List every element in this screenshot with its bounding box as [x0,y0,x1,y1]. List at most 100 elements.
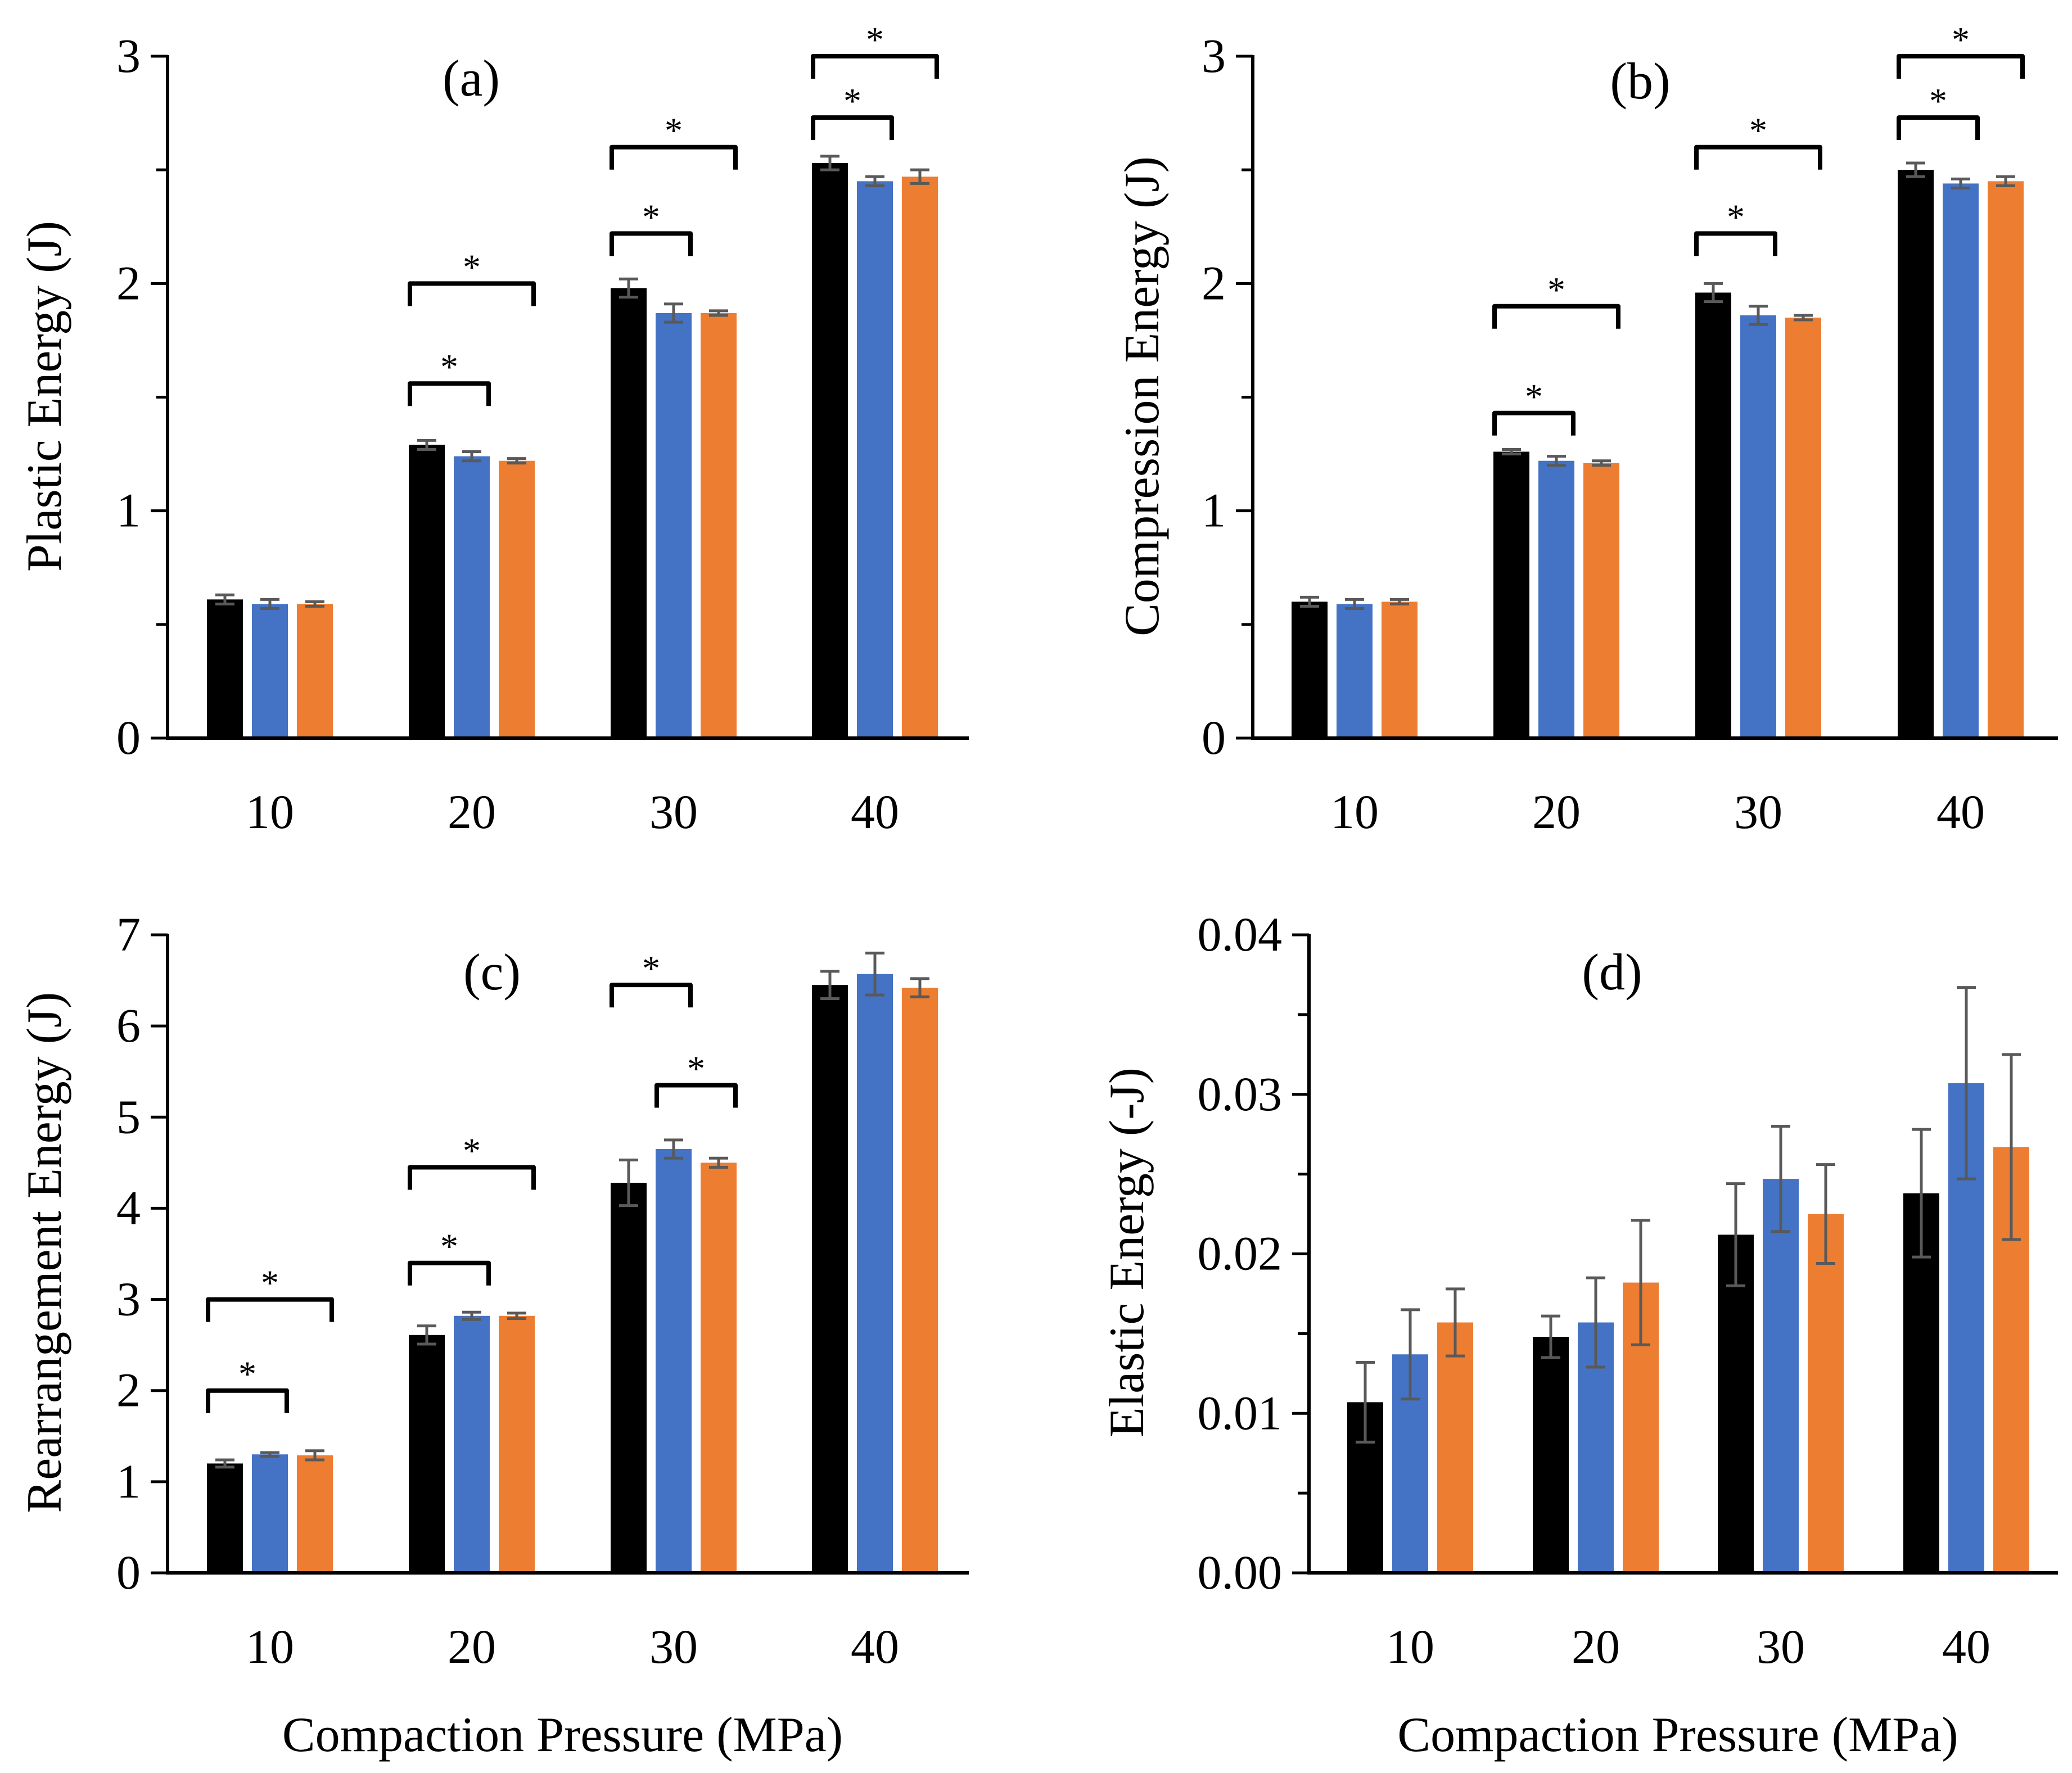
panel-a-label: (a) [443,49,500,107]
panel-b-significance-star: * [1929,81,1947,121]
panel-c-y-tick-label: 6 [116,998,141,1052]
panel-b-x-tick-label: 10 [1330,785,1379,839]
panel-b-significance-star: * [1749,111,1767,151]
panel-a-bar-s3-10 [297,604,333,738]
panel-a-significance-star: * [843,81,861,121]
panel-a-bar-s2-30 [656,313,692,738]
panel-c-significance-star: * [463,1130,481,1170]
panel-a-significance-star: * [866,20,884,60]
panel-c-bar-s1-30 [611,1183,647,1573]
panel-c-bar-s2-40 [857,974,893,1573]
panel-a-y-tick-label: 0 [116,711,141,765]
panel-b-x-tick-label: 30 [1734,785,1782,839]
panel-a-bar-s3-30 [701,313,737,738]
panel-b-y-tick-label: 3 [1202,29,1226,83]
panel-d-y-tick-label: 0.00 [1198,1545,1283,1599]
panel-c-bar-s2-30 [656,1149,692,1573]
panel-d-x-tick-label: 30 [1757,1620,1805,1674]
panel-b-bar-s2-20 [1538,460,1574,738]
panel-c-y-axis-title: Rearrangement Energy (J) [17,992,72,1513]
panel-a-bar-s3-40 [902,177,938,739]
panel-b-chart: 0 1 2 3 10 20 30 40 (b) Compression Energy (J) * * *… [1115,20,2058,839]
panel-c-x-tick-label: 10 [246,1620,294,1674]
panel-a-significance-star: * [440,347,458,387]
panel-b-label: (b) [1610,52,1670,110]
panel-b-significance-star: * [1525,377,1543,417]
panel-c-significance-star: * [238,1354,256,1394]
panel-a-bar-s3-20 [499,460,535,738]
panel-c-significance-bracket [206,1388,289,1413]
panel-a-significance-bracket [610,144,738,170]
panel-b-significance-bracket [1694,231,1777,256]
panel-d-label: (d) [1582,943,1642,1001]
panel-a-y-tick-label: 1 [116,483,141,537]
panel-b-y-tick-label: 2 [1202,256,1226,310]
panel-b-y-tick-label: 1 [1202,483,1226,537]
panel-a-significance-star: * [463,247,481,287]
panel-b-x-tick-label: 40 [1936,785,1985,839]
panel-a-x-tick-label: 40 [851,785,899,839]
panel-a-significance-bracket [811,115,894,141]
panel-d-bar-s1-30 [1718,1234,1754,1573]
panel-a-bar-s2-40 [857,181,893,739]
panel-d-x-axis-title: Compaction Pressure (MPa) [1397,1708,1958,1762]
panel-c-y-tick-label: 7 [116,907,141,961]
panel-a-x-tick-label: 30 [649,785,698,839]
panel-d-x-tick-label: 10 [1386,1620,1434,1674]
panel-b-significance-star: * [1547,270,1565,310]
panel-c-significance-bracket [408,1260,491,1286]
panel-a-significance-bracket [811,54,939,79]
panel-d-x-tick-label: 40 [1942,1620,1990,1674]
panel-b-bar-s2-40 [1943,183,1979,739]
panel-c-bar-s1-40 [812,985,848,1573]
panel-a-significance-bracket [610,231,693,256]
panel-b-significance-bracket [1897,54,2025,79]
panel-c-significance-star: * [440,1227,458,1267]
panel-a-bar-s1-40 [812,163,848,739]
panel-b-bar-s1-40 [1898,170,1934,739]
panel-c-significance-star: * [642,948,660,988]
panel-a-significance-star: * [642,197,660,237]
panel-a-bar-s1-10 [207,599,243,738]
panel-b-bar-s1-20 [1493,451,1529,738]
panel-d-bar-s1-20 [1533,1337,1569,1573]
panel-a-x-tick-label: 10 [246,785,294,839]
panel-a-significance-bracket [408,381,491,406]
panel-b-bar-s2-30 [1740,315,1776,738]
panel-a-bar-s1-30 [611,288,647,738]
panel-c-x-tick-label: 40 [851,1620,899,1674]
panel-b-x-tick-label: 20 [1532,785,1581,839]
panel-a-bar-s1-20 [409,445,445,738]
panel-b-y-tick-label: 0 [1202,711,1226,765]
panel-c-bar-s2-20 [454,1315,490,1573]
panel-c-significance-star: * [687,1049,705,1089]
panel-d-y-tick-label: 0.03 [1198,1067,1283,1121]
panel-b-significance-bracket [1492,304,1620,329]
panel-c-x-tick-label: 30 [649,1620,698,1674]
panel-d-bar-s3-30 [1808,1214,1844,1573]
panel-d-x-tick-label: 20 [1572,1620,1620,1674]
panel-c-chart: 0 1 2 3 4 5 6 7 10 20 30 40 (c) Rearrangement Energy … [17,907,969,1762]
panel-a-y-axis-title: Plastic Energy (J) [17,221,72,572]
panel-d-bar-s3-10 [1437,1322,1473,1573]
panel-c-bar-s3-10 [297,1455,333,1573]
panel-d-y-tick-label: 0.02 [1198,1227,1283,1281]
panel-c-label: (c) [463,943,521,1001]
panel-c-significance-bracket [206,1297,334,1322]
panel-c-x-tick-label: 20 [448,1620,496,1674]
panel-b-y-axis-title: Compression Energy (J) [1115,156,1170,636]
panel-c-y-tick-label: 0 [116,1545,141,1599]
panel-c-significance-bracket [654,1083,738,1108]
panel-b-bar-s3-10 [1382,601,1418,738]
panel-a-x-tick-label: 20 [448,785,496,839]
panel-a-y-tick-label: 2 [116,256,141,310]
panel-c-bar-s2-10 [252,1454,288,1573]
panel-d-y-tick-label: 0.04 [1198,907,1283,961]
panel-c-x-axis-title: Compaction Pressure (MPa) [282,1708,843,1762]
panel-b-significance-bracket [1897,115,1980,141]
panel-c-bar-s1-10 [207,1463,243,1573]
panel-c-significance-bracket [408,1165,536,1190]
panel-a-y-tick-label: 3 [116,29,141,83]
panel-c-y-tick-label: 5 [116,1089,141,1143]
